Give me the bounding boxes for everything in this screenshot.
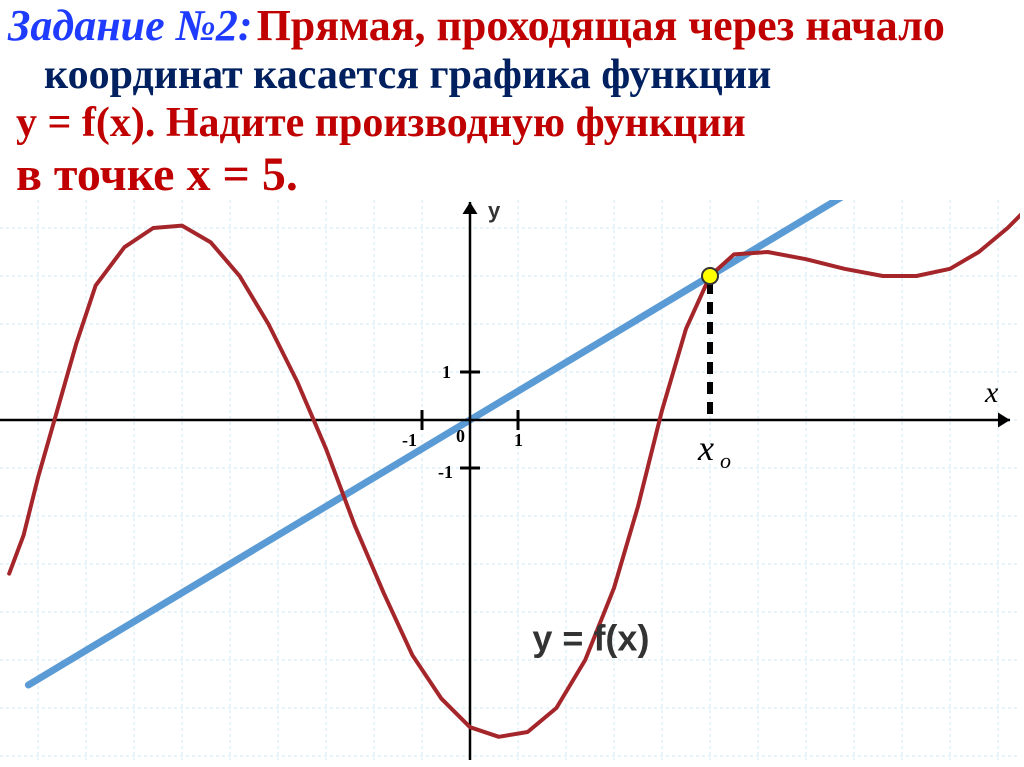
chart-figure: 011-1-1xyxoy = f(x)	[0, 200, 1020, 760]
task-number: Задание №2:	[8, 1, 253, 50]
svg-text:1: 1	[514, 430, 523, 450]
title-line3: y = f(x). Надите производную функции	[16, 100, 746, 146]
problem-title: Задание №2: Прямая, проходящая через нач…	[0, 0, 1024, 202]
title-line2: координат касается графика функции	[44, 52, 771, 98]
svg-text:x: x	[697, 428, 714, 468]
svg-text:o: o	[720, 448, 731, 473]
svg-text:-1: -1	[438, 462, 453, 482]
svg-text:-1: -1	[402, 430, 417, 450]
svg-text:1: 1	[442, 362, 451, 382]
title-line4: в точке x = 5.	[16, 148, 298, 201]
svg-text:0: 0	[456, 426, 465, 446]
title-line1-part: Прямая, проходящая через начало	[257, 1, 945, 50]
svg-text:x: x	[984, 376, 999, 409]
svg-text:y = f(x): y = f(x)	[532, 617, 649, 658]
svg-text:y: y	[488, 200, 501, 223]
